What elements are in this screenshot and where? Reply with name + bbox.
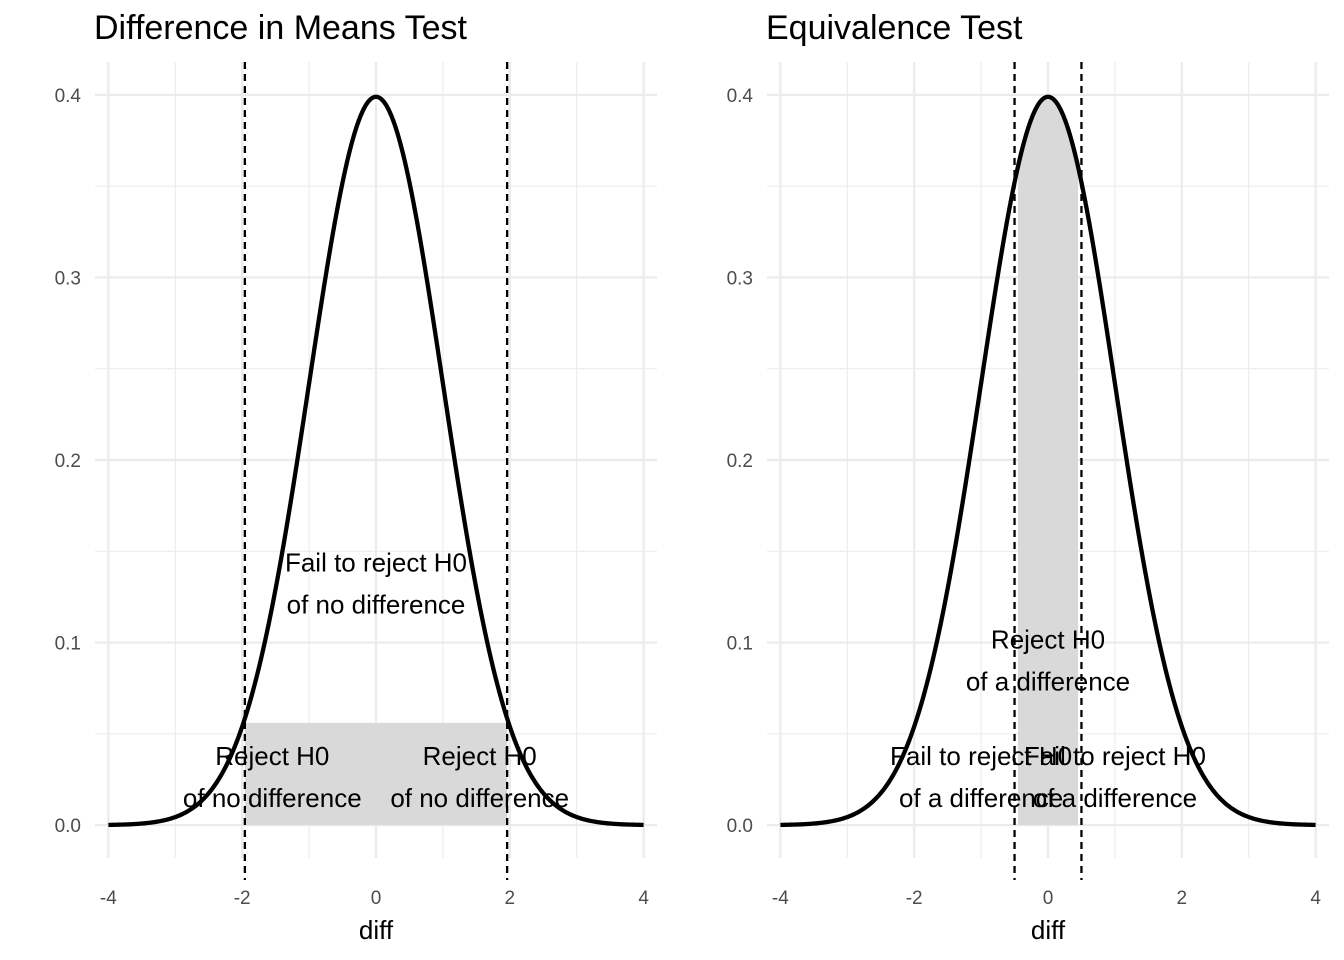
shaded-area: [244, 722, 508, 826]
annotation-line: of no difference: [183, 783, 362, 813]
annotation-line: Fail to reject H0: [1024, 741, 1206, 771]
panel-difference-in-means: Difference in Means Test Reject H0 of no …: [55, 9, 657, 945]
density-line: [779, 94, 1317, 828]
annotation-line: of no difference: [390, 783, 569, 813]
y-tick-label: 0.3: [55, 268, 81, 289]
annotation-line: Fail to reject H0: [890, 741, 1072, 771]
y-tick-label: 0.1: [55, 634, 81, 655]
equivalence-bounds: [1013, 62, 1083, 880]
x-tick-label: 4: [638, 888, 649, 909]
x-tick-label: 2: [1177, 888, 1188, 909]
y-tick-label: 0.2: [727, 451, 753, 472]
annotation-line: of a difference: [966, 666, 1130, 696]
y-tick-label: 0.0: [727, 816, 753, 837]
panel-equivalence-test: Equivalence Test Fail to reject H0 of a d…: [727, 9, 1329, 945]
y-tick-label: 0.4: [55, 86, 82, 107]
x-axis-ticks: -4 -2 0 2 4: [100, 888, 649, 909]
annotation-line: of a difference: [899, 783, 1063, 813]
x-tick-label: -4: [772, 888, 789, 909]
annotation-line: Reject H0: [423, 741, 537, 771]
y-axis-ticks: 0.0 0.1 0.2 0.3 0.4: [55, 86, 82, 837]
x-tick-label: 4: [1310, 888, 1321, 909]
chart-title: Equivalence Test: [766, 9, 1023, 47]
y-tick-label: 0.0: [55, 816, 81, 837]
x-tick-label: 0: [371, 888, 382, 909]
x-tick-label: 2: [505, 888, 516, 909]
annotation-label: Reject H0 of no difference: [183, 741, 362, 813]
annotations: Reject H0 of no difference Reject H0 of no …: [183, 548, 569, 814]
y-tick-label: 0.1: [727, 634, 753, 655]
x-axis-ticks: -4 -2 0 2 4: [772, 888, 1321, 909]
x-tick-label: -2: [906, 888, 923, 909]
annotation-label: Fail to reject H0 of no difference: [285, 548, 467, 620]
y-axis-ticks: 0.0 0.1 0.2 0.3 0.4: [727, 86, 754, 837]
annotation-line: of a difference: [1033, 783, 1197, 813]
annotation-label: Fail to reject H0 of a difference: [1024, 741, 1206, 813]
shaded-area: [1017, 96, 1079, 826]
x-tick-label: -2: [234, 888, 251, 909]
y-tick-label: 0.4: [727, 86, 754, 107]
density-curve: [779, 94, 1317, 828]
annotation-line: Fail to reject H0: [285, 548, 467, 578]
y-tick-label: 0.3: [727, 268, 753, 289]
x-axis-label: diff: [359, 915, 394, 945]
shaded-region: [1017, 96, 1079, 826]
density-line: [107, 94, 645, 828]
annotation-label: Reject H0 of a difference: [966, 624, 1130, 696]
x-tick-label: -4: [100, 888, 117, 909]
density-curve: [107, 94, 645, 828]
annotation-label: Reject H0 of no difference: [390, 741, 569, 813]
x-axis-label: diff: [1031, 915, 1066, 945]
annotation-label: Fail to reject H0 of a difference: [890, 741, 1072, 813]
annotation-line: Reject H0: [215, 741, 329, 771]
shaded-region: [244, 722, 508, 826]
x-tick-label: 0: [1043, 888, 1054, 909]
annotation-line: of no difference: [287, 590, 466, 620]
annotation-line: Reject H0: [991, 624, 1105, 654]
y-tick-label: 0.2: [55, 451, 81, 472]
chart-title: Difference in Means Test: [94, 9, 467, 47]
critical-lines: [243, 62, 509, 880]
